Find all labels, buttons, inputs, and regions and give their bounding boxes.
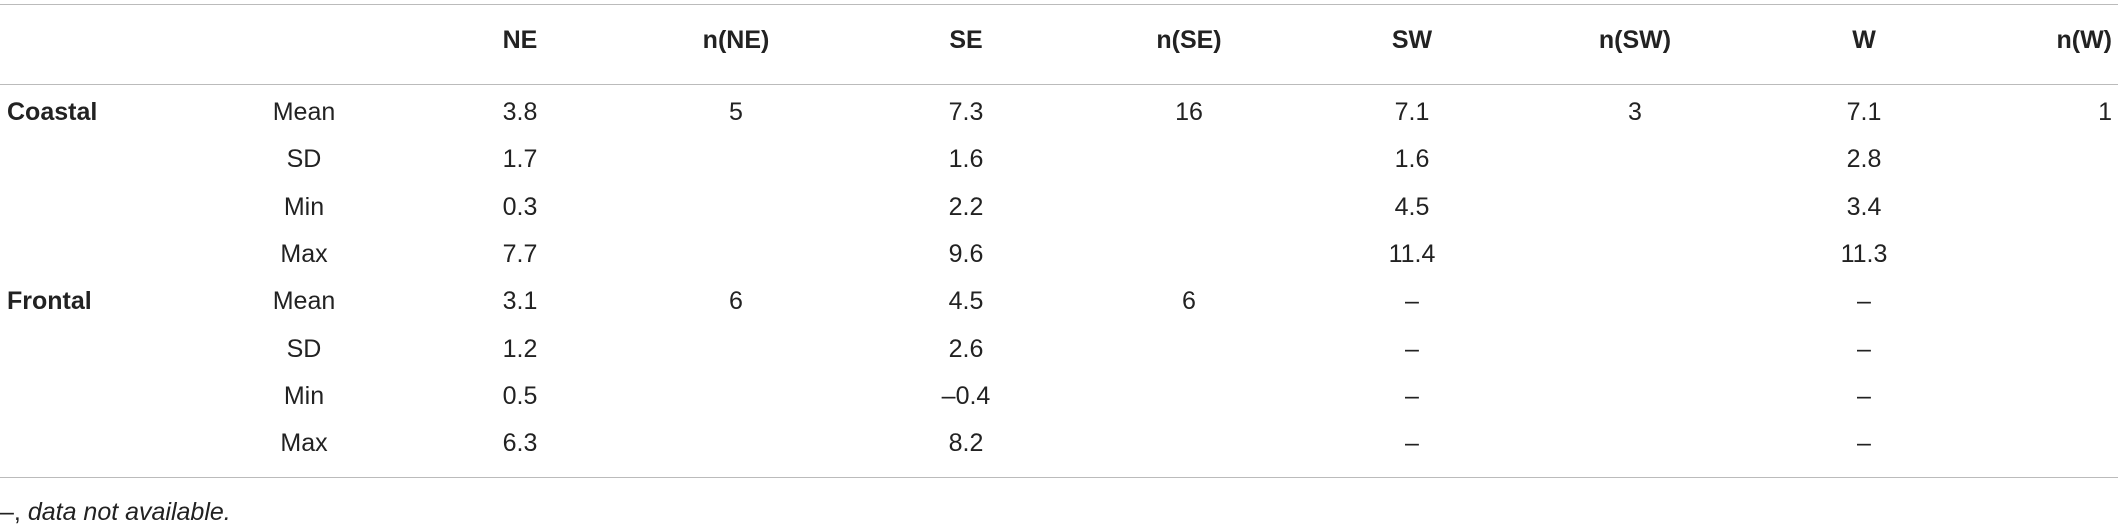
- column-header: n(W): [2056, 26, 2112, 54]
- row-group: Frontal: [7, 287, 92, 315]
- footnote: –, data not available.: [0, 497, 231, 527]
- table-cell: 6: [1182, 287, 1196, 315]
- table-cell: –: [1857, 429, 1871, 457]
- row-label: Max: [280, 240, 328, 268]
- footnote-text: data not available.: [27, 498, 231, 526]
- column-header: n(SW): [1598, 26, 1672, 54]
- table-cell: –: [1405, 287, 1419, 315]
- table-cell: 3.1: [502, 287, 538, 315]
- table-cell: 1.6: [1394, 145, 1430, 173]
- table-cell: –: [1857, 287, 1871, 315]
- table-cell: 7.1: [1846, 98, 1882, 126]
- table-cell: 5: [729, 98, 743, 126]
- row-label: Max: [280, 429, 328, 457]
- table-cell: 16: [1175, 98, 1203, 126]
- table-cell: –: [1405, 382, 1419, 410]
- table-cell: –: [1857, 335, 1871, 363]
- table-cell: 3: [1628, 98, 1642, 126]
- footnote-symbol: –,: [0, 498, 21, 526]
- table-cell: 0.5: [502, 382, 538, 410]
- row-label: SD: [286, 145, 322, 173]
- bottom-rule: [0, 477, 2118, 478]
- column-header: SW: [1391, 26, 1433, 54]
- top-rule: [0, 4, 2118, 5]
- table-cell: 7.1: [1394, 98, 1430, 126]
- row-label: Min: [283, 193, 325, 221]
- table-cell: 1.6: [948, 145, 984, 173]
- table-cell: 11.4: [1388, 240, 1436, 268]
- table-cell: 1.7: [502, 145, 538, 173]
- table-cell: 3.8: [502, 98, 538, 126]
- table-cell: 6: [729, 287, 743, 315]
- table-cell: 8.2: [948, 429, 984, 457]
- column-header: W: [1852, 26, 1876, 54]
- table-cell: 3.4: [1846, 193, 1882, 221]
- row-label: Mean: [272, 98, 336, 126]
- table-cell: –: [1857, 382, 1871, 410]
- table-cell: 2.2: [948, 193, 984, 221]
- table-cell: 4.5: [1394, 193, 1430, 221]
- table-cell: –: [1405, 335, 1419, 363]
- row-label: SD: [286, 335, 322, 363]
- table-cell: 0.3: [502, 193, 538, 221]
- header-rule: [0, 84, 2118, 85]
- table-cell: 11.3: [1840, 240, 1888, 268]
- table-cell: 9.6: [948, 240, 984, 268]
- table-cell: –0.4: [941, 382, 991, 410]
- column-header: NE: [502, 26, 538, 54]
- row-label: Mean: [272, 287, 336, 315]
- table-cell: 6.3: [502, 429, 538, 457]
- table-cell: 1.2: [502, 335, 538, 363]
- column-header: n(SE): [1156, 26, 1222, 54]
- table-cell: 7.3: [948, 98, 984, 126]
- column-header: SE: [949, 26, 983, 54]
- row-label: Min: [283, 382, 325, 410]
- column-header: n(NE): [702, 26, 770, 54]
- table-cell: 7.7: [502, 240, 538, 268]
- table-cell: 2.6: [948, 335, 984, 363]
- table-cell: 4.5: [948, 287, 984, 315]
- row-group: Coastal: [7, 98, 98, 126]
- table-cell: 2.8: [1846, 145, 1882, 173]
- table-cell: 1: [2098, 98, 2112, 126]
- table-cell: –: [1405, 429, 1419, 457]
